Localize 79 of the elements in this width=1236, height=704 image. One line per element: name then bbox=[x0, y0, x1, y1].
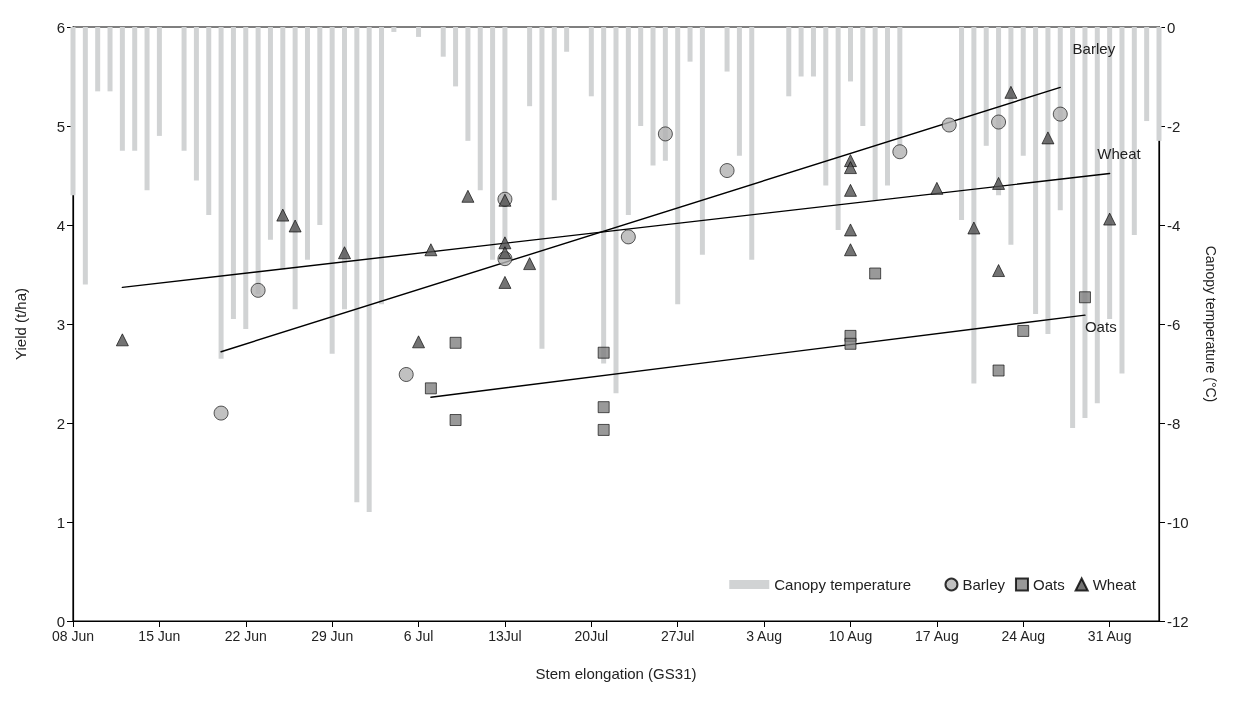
point bbox=[288, 219, 302, 233]
point bbox=[869, 267, 882, 280]
point bbox=[250, 282, 266, 298]
point bbox=[930, 181, 944, 195]
point bbox=[1052, 106, 1068, 122]
x-tick-label: 6 Jul bbox=[403, 628, 434, 644]
annotation: Oats bbox=[1084, 318, 1117, 336]
point bbox=[424, 243, 438, 257]
y2-axis-title: Canopy temperature (°C) bbox=[1203, 245, 1219, 403]
point bbox=[657, 126, 673, 142]
y-tick-label: 0 bbox=[56, 612, 65, 630]
annotation: Wheat bbox=[1097, 145, 1142, 163]
legend-label: Wheat bbox=[1092, 576, 1137, 593]
point bbox=[844, 223, 857, 237]
point bbox=[992, 177, 1005, 190]
x-tick-label: 15 Jun bbox=[138, 628, 181, 644]
point bbox=[115, 333, 129, 347]
point bbox=[523, 257, 537, 271]
x-tick-label: 27Jul bbox=[660, 628, 695, 644]
point bbox=[991, 114, 1006, 130]
x-tick-label: 17 Aug bbox=[915, 628, 959, 644]
y2-tick-label: 0 bbox=[1167, 18, 1176, 36]
y2-tick-label: -8 bbox=[1167, 414, 1181, 432]
point bbox=[597, 401, 610, 414]
x-tick-label: 08 Jun bbox=[51, 628, 95, 644]
x-tick-label: 22 Jun bbox=[224, 628, 267, 644]
x-axis-title: Stem elongation (GS31) bbox=[535, 665, 697, 682]
y-tick-label: 3 bbox=[56, 315, 65, 333]
point bbox=[1017, 325, 1030, 337]
point bbox=[844, 183, 857, 197]
legend-label: Barley bbox=[962, 576, 1006, 593]
point bbox=[597, 346, 610, 359]
point bbox=[213, 405, 229, 421]
x-tick-label: 24 Aug bbox=[1001, 628, 1046, 644]
point bbox=[992, 364, 1005, 377]
point bbox=[844, 337, 857, 350]
point bbox=[1041, 131, 1055, 145]
x-tick-label: 3 Aug bbox=[746, 628, 782, 644]
point bbox=[844, 161, 857, 174]
y2-tick-label: -2 bbox=[1167, 117, 1181, 135]
y2-tick-label: -12 bbox=[1167, 612, 1189, 630]
y-axis-title: Yield (t/ha) bbox=[12, 288, 29, 360]
y-tick-label: 2 bbox=[56, 414, 65, 432]
point bbox=[338, 246, 351, 260]
point bbox=[992, 264, 1005, 277]
y-tick-label: 6 bbox=[56, 18, 65, 36]
point bbox=[461, 189, 475, 203]
point bbox=[398, 367, 414, 382]
x-tick-label: 20Jul bbox=[574, 628, 609, 644]
point bbox=[967, 221, 981, 235]
y2-tick-label: -4 bbox=[1167, 216, 1181, 234]
point bbox=[1004, 85, 1018, 99]
legend-label: Oats bbox=[1032, 576, 1065, 593]
point bbox=[719, 163, 735, 178]
y-tick-label: 4 bbox=[56, 216, 65, 234]
point bbox=[424, 382, 437, 395]
y2-tick-label: -6 bbox=[1167, 315, 1181, 333]
point bbox=[941, 117, 957, 133]
point bbox=[449, 336, 462, 349]
x-tick-label: 13Jul bbox=[488, 628, 522, 644]
point bbox=[498, 276, 512, 289]
point bbox=[276, 208, 290, 222]
point bbox=[844, 243, 857, 257]
legend-label: Canopy temperature bbox=[774, 576, 912, 593]
point bbox=[1079, 291, 1091, 304]
x-tick-label: 10 Aug bbox=[828, 628, 873, 644]
point bbox=[892, 144, 908, 160]
point bbox=[620, 229, 636, 245]
point bbox=[1103, 212, 1117, 226]
point bbox=[449, 414, 462, 426]
annotation: Barley bbox=[1072, 40, 1116, 58]
point bbox=[498, 246, 512, 260]
point bbox=[597, 424, 610, 436]
y-tick-label: 1 bbox=[56, 513, 65, 531]
point bbox=[412, 335, 425, 349]
y-tick-label: 5 bbox=[56, 117, 65, 135]
x-tick-label: 31 Aug bbox=[1087, 628, 1132, 644]
y2-tick-label: -10 bbox=[1167, 513, 1189, 531]
x-tick-label: 29 Jun bbox=[311, 628, 354, 644]
